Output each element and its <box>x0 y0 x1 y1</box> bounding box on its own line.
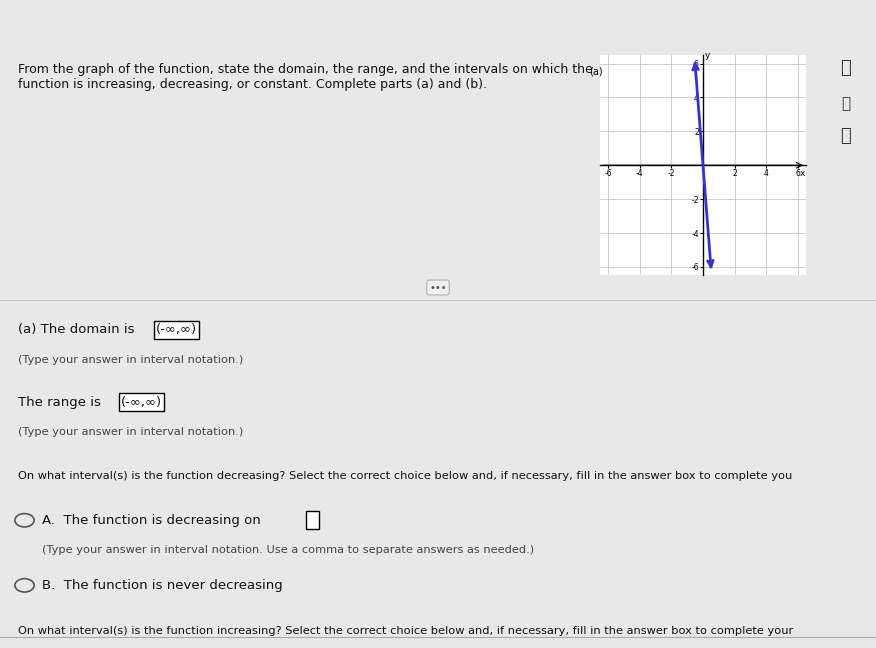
Text: B.  The function is never decreasing: B. The function is never decreasing <box>42 579 283 592</box>
Text: (-∞,∞): (-∞,∞) <box>121 395 162 408</box>
Text: 🔍: 🔍 <box>840 59 851 77</box>
Text: (Type your answer in interval notation.): (Type your answer in interval notation.) <box>18 354 243 365</box>
Text: The range is: The range is <box>18 395 104 408</box>
Text: (Type your answer in interval notation.): (Type your answer in interval notation.) <box>18 426 243 437</box>
Text: On what interval(s) is the function decreasing? Select the correct choice below : On what interval(s) is the function decr… <box>18 471 792 481</box>
Text: From the graph of the function, state the domain, the range, and the intervals o: From the graph of the function, state th… <box>18 64 592 91</box>
Text: •••: ••• <box>429 283 447 292</box>
Text: (Type your answer in interval notation. Use a comma to separate answers as neede: (Type your answer in interval notation. … <box>42 546 534 555</box>
Text: A.  The function is decreasing on: A. The function is decreasing on <box>42 514 265 527</box>
Text: y: y <box>704 51 710 60</box>
Text: (a) The domain is: (a) The domain is <box>18 323 138 336</box>
Text: ⧉: ⧉ <box>840 127 851 145</box>
Text: 🔍: 🔍 <box>841 96 850 111</box>
Text: x: x <box>800 169 805 178</box>
Text: (a): (a) <box>589 67 603 77</box>
Text: On what interval(s) is the function increasing? Select the correct choice below : On what interval(s) is the function incr… <box>18 626 793 636</box>
Text: (-∞,∞): (-∞,∞) <box>156 323 197 336</box>
